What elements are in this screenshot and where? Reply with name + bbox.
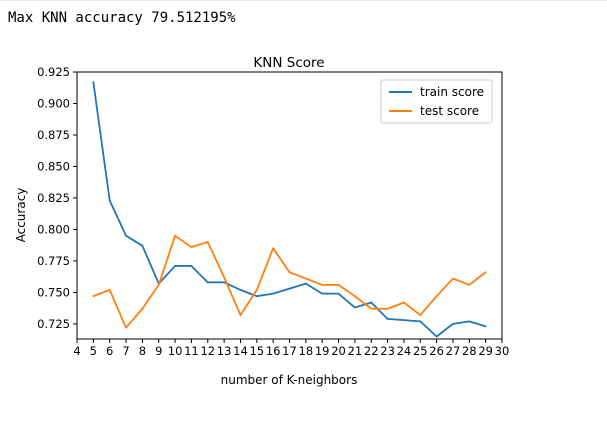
x-tick-label: 15 — [249, 344, 264, 358]
train-score-point — [403, 319, 405, 322]
test-score-point — [484, 271, 487, 274]
train-score-point — [435, 335, 438, 338]
train-score-point — [452, 322, 454, 325]
x-tick-label: 18 — [299, 344, 314, 358]
x-tick-label: 23 — [380, 344, 395, 358]
x-tick-label: 6 — [106, 344, 113, 358]
train-score-point — [321, 292, 324, 295]
x-axis-label: number of K-neighbors — [221, 373, 358, 387]
cell-top-border — [0, 0, 607, 1]
train-score-point — [141, 244, 144, 247]
y-tick-label: 0.900 — [37, 96, 70, 110]
x-tick-label: 19 — [315, 344, 330, 358]
y-tick-label: 0.825 — [37, 191, 70, 205]
y-tick-label: 0.850 — [37, 159, 70, 173]
test-score-line — [93, 234, 487, 329]
x-tick-label: 29 — [478, 344, 493, 358]
console-output: Max KNN accuracy 79.512195% — [8, 10, 236, 26]
train-score-point — [272, 292, 275, 295]
test-score-point — [272, 247, 275, 250]
legend-train-label: train score — [420, 85, 484, 99]
x-tick-label: 20 — [331, 344, 346, 358]
test-score-point — [353, 295, 356, 298]
x-tick-label: 17 — [282, 344, 297, 358]
x-tick-label: 5 — [90, 344, 97, 358]
y-tick-label: 0.875 — [37, 128, 70, 142]
test-score-point — [125, 326, 127, 329]
legend: train score test score — [380, 79, 493, 124]
x-tick-label: 27 — [446, 344, 461, 358]
train-score-point — [206, 281, 209, 284]
test-score-point — [255, 288, 258, 291]
y-tick-label: 0.800 — [37, 222, 70, 236]
test-score-point — [419, 314, 422, 316]
test-score-point — [288, 271, 291, 274]
test-score-point — [386, 307, 389, 310]
x-tick-label: 14 — [233, 344, 248, 358]
train-score-point — [484, 325, 487, 328]
x-tick-label: 21 — [348, 344, 363, 358]
test-score-point — [190, 246, 193, 248]
test-score-point — [304, 277, 307, 280]
x-tick-label: 10 — [168, 344, 183, 358]
test-score-point — [174, 234, 176, 237]
test-score-point — [206, 241, 209, 243]
test-score-point — [337, 283, 340, 286]
test-score-point — [239, 314, 242, 316]
test-score-point — [157, 283, 160, 286]
train-score-point — [223, 281, 226, 284]
y-tick-label: 0.925 — [37, 65, 70, 79]
x-tick-label: 25 — [413, 344, 428, 358]
test-score-point — [468, 283, 471, 286]
train-score-point — [386, 317, 389, 320]
x-tick-label: 13 — [217, 344, 232, 358]
plot-area: 4 5 6 7 8 9 10 11 12 13 14 15 16 17 18 19 20 21 22 23 24 25 26… — [37, 65, 509, 358]
x-tick-label: 26 — [429, 344, 444, 358]
x-tick-label: 30 — [495, 344, 510, 358]
x-tick-label: 16 — [266, 344, 281, 358]
x-tick-label: 4 — [73, 344, 80, 358]
test-score-point — [92, 295, 95, 298]
x-tick-label: 24 — [397, 344, 412, 358]
train-score-point — [419, 320, 422, 323]
test-score-point — [403, 301, 405, 304]
test-score-point — [141, 307, 144, 310]
test-score-point — [223, 276, 226, 279]
train-score-point — [92, 81, 95, 83]
y-tick-label: 0.725 — [37, 317, 70, 331]
train-score-point — [255, 295, 258, 298]
train-score-point — [108, 199, 111, 202]
train-score-point — [239, 288, 242, 291]
y-axis-label: Accuracy — [14, 188, 28, 243]
test-score-point — [435, 295, 438, 298]
legend-box — [380, 79, 493, 124]
x-tick-label: 11 — [184, 344, 199, 358]
train-score-point — [468, 320, 471, 323]
x-tick-label: 28 — [462, 344, 477, 358]
test-score-point — [108, 288, 111, 291]
y-tick-label: 0.775 — [37, 254, 70, 268]
x-tick-label: 8 — [139, 344, 146, 358]
train-score-point — [125, 234, 127, 237]
chart-title: KNN Score — [253, 55, 324, 71]
train-score-point — [304, 282, 307, 285]
train-score-point — [337, 292, 340, 295]
y-tick-label: 0.750 — [37, 285, 70, 299]
legend-test-label: test score — [420, 104, 479, 118]
x-tick-label: 22 — [364, 344, 379, 358]
test-score-point — [321, 283, 324, 286]
train-score-point — [370, 301, 373, 304]
train-score-point — [190, 265, 193, 267]
x-tick-label: 7 — [122, 344, 129, 358]
train-score-point — [174, 265, 176, 267]
x-tick-label: 9 — [155, 344, 162, 358]
train-score-point — [353, 306, 356, 309]
test-score-point — [452, 277, 454, 280]
train-score-point — [288, 287, 291, 290]
x-tick-label: 12 — [200, 344, 215, 358]
test-score-point — [370, 307, 373, 310]
